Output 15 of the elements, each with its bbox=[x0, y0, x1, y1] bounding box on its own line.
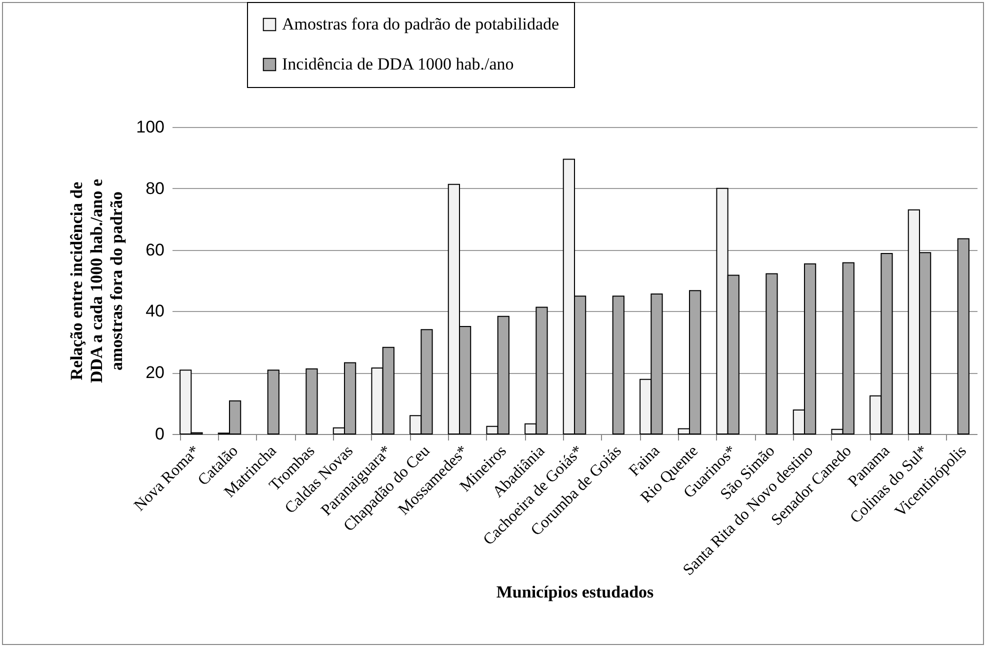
x-axis-title: Municípios estudados bbox=[496, 582, 654, 602]
y-tick-label: 80 bbox=[146, 178, 164, 198]
y-axis-title: Relação entre incidência de DDA a cada 1000 hab./ano e amostras fora do padrão bbox=[67, 178, 126, 384]
bar bbox=[267, 370, 280, 434]
y-tick-label: 20 bbox=[146, 363, 164, 382]
y-tick-label: 60 bbox=[146, 240, 164, 260]
bar bbox=[766, 273, 778, 434]
bar bbox=[612, 296, 624, 434]
y-tick-label: 40 bbox=[146, 302, 164, 321]
bar bbox=[957, 238, 970, 434]
bar bbox=[306, 368, 318, 434]
y-tick-label: 100 bbox=[136, 118, 164, 136]
y-tick-label: 0 bbox=[155, 424, 164, 444]
legend-label: Amostras fora do padrão de potabilidade bbox=[282, 14, 560, 34]
legend-label: Incidência de DDA 1000 hab./ano bbox=[282, 54, 514, 74]
